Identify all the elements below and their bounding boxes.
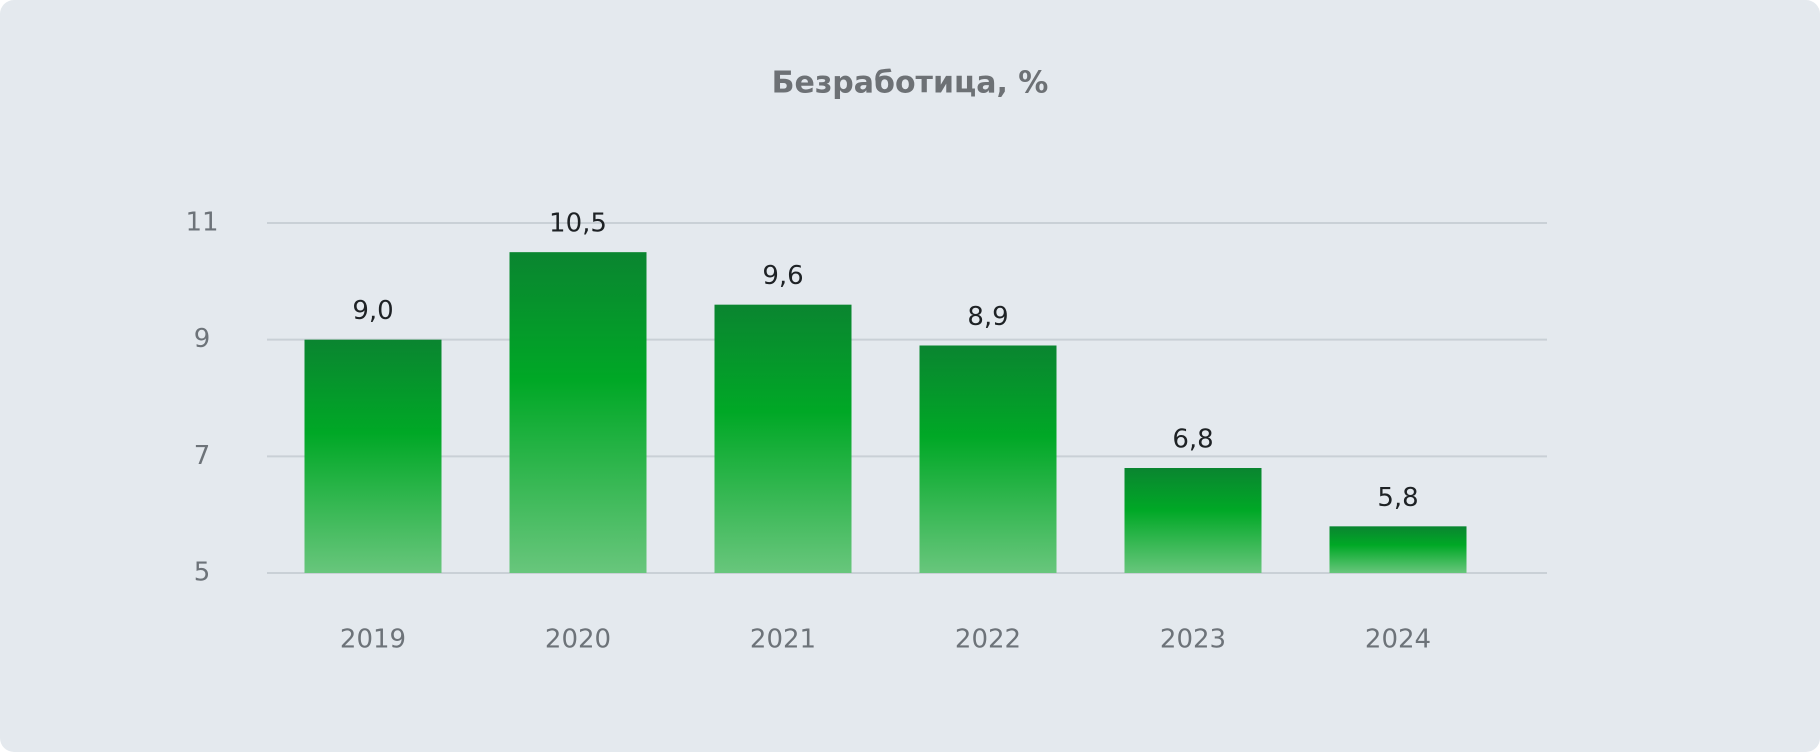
bar xyxy=(919,345,1057,573)
value-label: 8,9 xyxy=(967,302,1008,332)
y-tick-label: 5 xyxy=(194,558,211,588)
x-tick-label: 2020 xyxy=(545,625,611,655)
value-label: 5,8 xyxy=(1377,483,1418,513)
bar xyxy=(509,252,647,573)
bar xyxy=(1124,468,1262,573)
value-label: 9,0 xyxy=(352,296,393,326)
value-label: 10,5 xyxy=(549,209,607,239)
y-tick-label: 9 xyxy=(194,324,211,354)
bar xyxy=(1329,526,1467,573)
bar xyxy=(714,304,852,573)
bar xyxy=(304,339,442,573)
y-tick-label: 11 xyxy=(185,208,218,238)
x-tick-label: 2023 xyxy=(1160,625,1226,655)
chart-title: Безработица, % xyxy=(772,66,1049,101)
y-tick-label: 7 xyxy=(194,441,211,471)
value-label: 6,8 xyxy=(1172,425,1213,455)
x-tick-label: 2024 xyxy=(1365,625,1431,655)
value-label: 9,6 xyxy=(762,261,803,291)
x-tick-label: 2019 xyxy=(340,625,406,655)
x-tick-label: 2021 xyxy=(750,625,816,655)
x-tick-label: 2022 xyxy=(955,625,1021,655)
